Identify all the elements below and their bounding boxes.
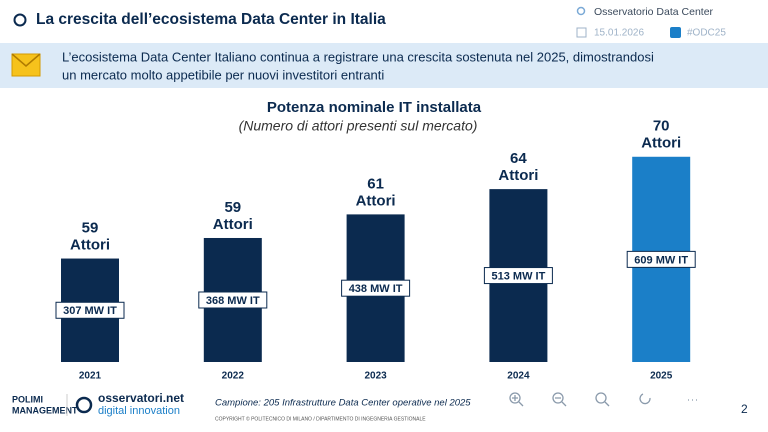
banner (0, 43, 768, 88)
value-label: 368 MW IT (206, 295, 260, 307)
x-tick-label: 2022 (222, 371, 245, 382)
value-label: 307 MW IT (63, 305, 117, 317)
envelope-flap (11, 53, 41, 67)
value-label: 609 MW IT (634, 254, 688, 266)
search-button[interactable] (595, 392, 610, 407)
x-tick-label: 2023 (364, 371, 387, 382)
calendar-icon (576, 27, 587, 38)
pin-icon (576, 6, 586, 16)
value-label: 513 MW IT (492, 270, 546, 282)
actors-count: 64 (510, 150, 527, 167)
x-tick-label: 2025 (650, 371, 673, 382)
rotate-button[interactable] (639, 393, 651, 405)
zoom-in-button[interactable] (509, 392, 524, 407)
actors-count: 70 (653, 118, 670, 135)
actors-label: Attori (70, 237, 110, 254)
header-date: 15.01.2026 (594, 28, 644, 39)
x-tick-label: 2021 (79, 371, 102, 382)
header-source: Osservatorio Data Center (594, 6, 714, 18)
x-tick-label: 2024 (507, 371, 530, 382)
value-label-box (55, 301, 125, 319)
actors-label: Attori (213, 216, 253, 233)
footer-copyright: COPYRIGHT © POLITECNICO DI MILANO / DIPA… (215, 415, 426, 422)
actors-label: Attori (641, 135, 681, 152)
linkedin-icon (670, 27, 681, 38)
actors-count: 61 (367, 175, 384, 192)
actors-count: 59 (224, 199, 241, 216)
actors-count: 59 (82, 220, 99, 237)
banner-text: un mercato molto appetibile per nuovi in… (62, 67, 384, 82)
banner-text: L’ecosistema Data Center Italiano contin… (62, 49, 654, 64)
zoom-out-button[interactable] (552, 392, 567, 407)
footer-sample: Campione: 205 Infrastrutture Data Center… (215, 398, 471, 409)
logo-text: MANAGEMENT (12, 405, 78, 415)
actors-label: Attori (498, 167, 538, 184)
actors-label: Attori (356, 192, 396, 209)
page-number: 2 (741, 402, 748, 416)
logo-icon (75, 396, 93, 414)
header-icon (13, 13, 27, 27)
logo-text: osservatori.net (98, 391, 184, 405)
chart-title: Potenza nominale IT installata (267, 99, 482, 116)
header-title: La crescita dell’ecosistema Data Center … (36, 11, 386, 28)
logo-text: POLIMI (12, 394, 43, 404)
value-label-box (198, 291, 268, 309)
value-label: 438 MW IT (349, 283, 403, 295)
value-label-box (341, 279, 411, 297)
value-label-box (483, 267, 553, 285)
chart-subtitle: (Numero di attori presenti sul mercato) (239, 118, 478, 134)
logo-text: digital innovation (98, 405, 180, 417)
header-hashtag: #ODC25 (687, 28, 726, 39)
value-label-box (626, 250, 696, 268)
